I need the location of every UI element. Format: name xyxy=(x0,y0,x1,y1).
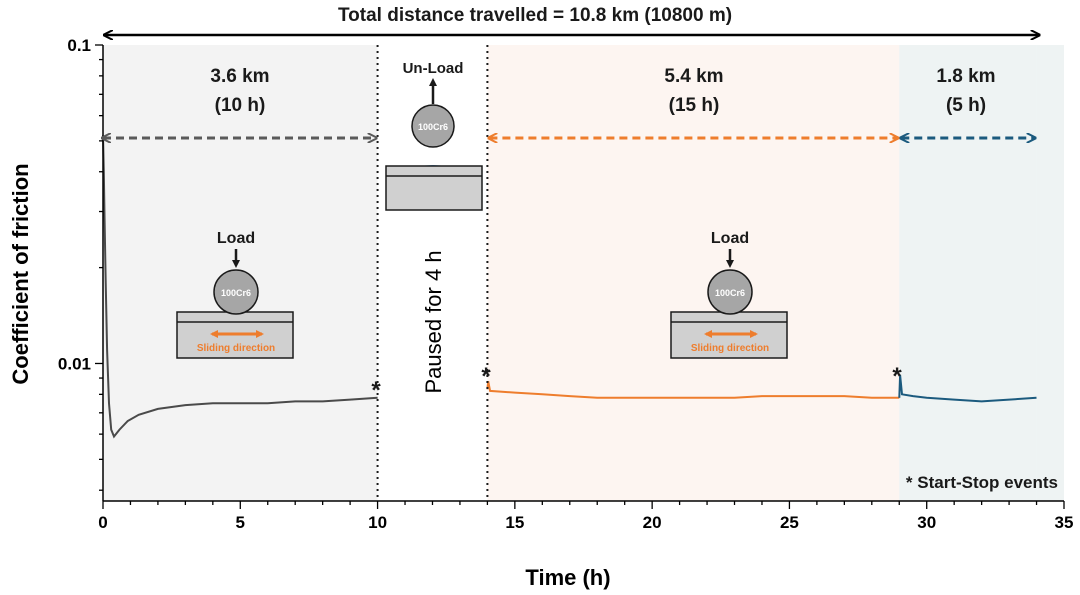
event-marker-3: * xyxy=(892,363,902,390)
pause-label: Paused for 4 h xyxy=(421,250,446,393)
disc-unload xyxy=(385,165,483,211)
y-tick-label: 0.01 xyxy=(58,354,91,373)
series-line-3 xyxy=(898,374,1037,403)
axes: 0 5 10 15 20 25 30 35 0.01 0.1 xyxy=(58,36,1074,532)
chart-title: Total distance travelled = 10.8 km (1080… xyxy=(338,5,732,26)
load-schematic-right: Load 100Cr6 Sliding direction xyxy=(670,230,788,359)
start-stop-legend: * Start-Stop events xyxy=(906,473,1058,492)
ball-right xyxy=(707,269,753,315)
series-layer xyxy=(102,135,1037,439)
x-tick-label: 25 xyxy=(780,513,799,532)
segment-3-distance: 1.8 km xyxy=(936,66,995,87)
x-tick-label: 35 xyxy=(1055,513,1074,532)
disc-right xyxy=(670,311,788,359)
annotations xyxy=(103,35,1039,501)
x-tick-label: 15 xyxy=(505,513,524,532)
segment-1-duration: (10 h) xyxy=(215,95,266,116)
load-label-right: Load xyxy=(711,230,749,247)
x-tick-label: 0 xyxy=(98,513,107,532)
unload-schematic: 100Cr6 xyxy=(385,78,483,211)
segment-2-distance: 5.4 km xyxy=(664,66,723,87)
sliding-label-left: Sliding direction xyxy=(197,343,275,354)
segment-3-duration: (5 h) xyxy=(946,95,986,116)
ball-left xyxy=(213,269,259,315)
segment-backgrounds xyxy=(103,45,1064,501)
x-tick-label: 20 xyxy=(643,513,662,532)
unload-label: Un-Load xyxy=(403,60,464,77)
segment-2-duration: (15 h) xyxy=(669,95,720,116)
series-line-2 xyxy=(486,381,900,399)
x-axis-title: Time (h) xyxy=(525,565,610,590)
y-axis-title: Coefficient of friction xyxy=(8,163,33,384)
series-line-1 xyxy=(102,135,378,439)
event-marker-2: * xyxy=(481,363,491,390)
x-tick-label: 10 xyxy=(368,513,387,532)
segment-bg-tail xyxy=(1036,45,1064,501)
x-tick-label: 5 xyxy=(236,513,245,532)
load-label-left: Load xyxy=(217,230,255,247)
ball-unload xyxy=(411,104,455,148)
ball-label-unload: 100Cr6 xyxy=(418,122,448,132)
segment-bg-3 xyxy=(899,45,1037,501)
segment-1-distance: 3.6 km xyxy=(210,66,269,87)
event-marker-1: * xyxy=(371,377,381,404)
load-schematic-left: Load 100Cr6 Sliding direction xyxy=(176,230,294,359)
sliding-label-right: Sliding direction xyxy=(691,343,769,354)
ball-label-left: 100Cr6 xyxy=(221,288,251,298)
x-tick-label: 30 xyxy=(917,513,936,532)
y-tick-label: 0.1 xyxy=(67,36,91,55)
segment-bg-2 xyxy=(487,45,900,501)
ball-label-right: 100Cr6 xyxy=(715,288,745,298)
